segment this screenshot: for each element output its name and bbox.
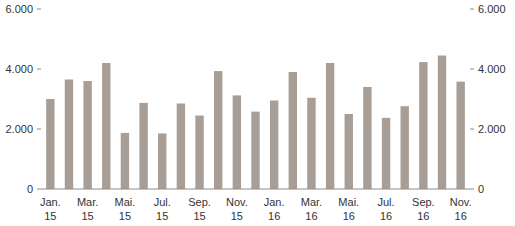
y-tick	[37, 129, 41, 130]
y-tick	[37, 69, 41, 70]
bar	[121, 133, 129, 189]
bar	[195, 116, 203, 190]
y-tick-label: 4.000	[5, 63, 33, 75]
y-tick-label: 2.000	[5, 123, 33, 135]
bar	[307, 98, 315, 189]
bar	[345, 114, 353, 189]
bar	[251, 112, 259, 189]
x-tick-label: Sep.15	[188, 196, 211, 222]
x-tick-label: Nov.16	[450, 196, 472, 222]
y-tick-label: 6.000	[478, 3, 506, 15]
bar	[401, 106, 409, 189]
y-tick-label: 4.000	[478, 63, 506, 75]
bar	[363, 87, 371, 189]
x-tick-label: Jan.16	[264, 196, 285, 222]
bar	[289, 72, 297, 189]
bar	[83, 81, 91, 189]
x-tick-label: Nov.15	[226, 196, 248, 222]
bar	[233, 95, 241, 189]
y-tick	[37, 9, 41, 10]
y-tick	[470, 129, 474, 130]
bar	[419, 62, 427, 189]
chart: 0 0 2.000 2.000 4.000 4.000 6.000 6.000 Jan.15 Ma…	[0, 0, 515, 226]
y-tick-label: 2.000	[478, 123, 506, 135]
x-tick-label: Jul.16	[378, 196, 395, 222]
x-tick-label: Sep.16	[412, 196, 435, 222]
x-tick-label: Mai.16	[338, 196, 359, 222]
bars	[46, 56, 465, 190]
x-tick-label: Mar.16	[301, 196, 322, 222]
x-tick-label: Jul.15	[154, 196, 171, 222]
y-tick	[470, 9, 474, 10]
x-tick-label: Mar.15	[77, 196, 98, 222]
bar	[438, 56, 446, 190]
bar	[46, 99, 54, 189]
bar	[270, 101, 278, 190]
bar	[177, 104, 185, 190]
x-axis	[41, 189, 470, 190]
x-tick-label: Jan.15	[40, 196, 61, 222]
bar	[456, 82, 464, 189]
bar	[158, 134, 166, 190]
y-tick	[37, 189, 41, 190]
bar	[139, 103, 147, 189]
bar	[102, 63, 110, 189]
bar	[214, 71, 222, 189]
y-tick	[470, 189, 474, 190]
y-tick	[470, 69, 474, 70]
bar	[65, 80, 73, 190]
y-tick-label: 6.000	[5, 3, 33, 15]
bar	[326, 63, 334, 189]
y-tick-label: 0	[27, 183, 33, 195]
x-tick-label: Mai.15	[115, 196, 136, 222]
y-tick-label: 0	[478, 183, 484, 195]
bar	[382, 118, 390, 189]
